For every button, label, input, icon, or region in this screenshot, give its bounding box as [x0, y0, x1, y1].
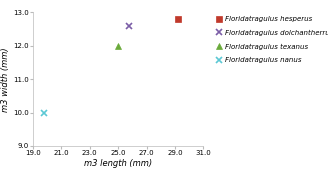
Y-axis label: m3 width (mm): m3 width (mm) [1, 47, 10, 112]
Legend: Floridatragulus hesperus, Floridatragulus dolchantherrus, Floridatragulus texanu: Floridatragulus hesperus, Floridatragulu… [214, 13, 328, 66]
X-axis label: m3 length (mm): m3 length (mm) [84, 159, 152, 168]
